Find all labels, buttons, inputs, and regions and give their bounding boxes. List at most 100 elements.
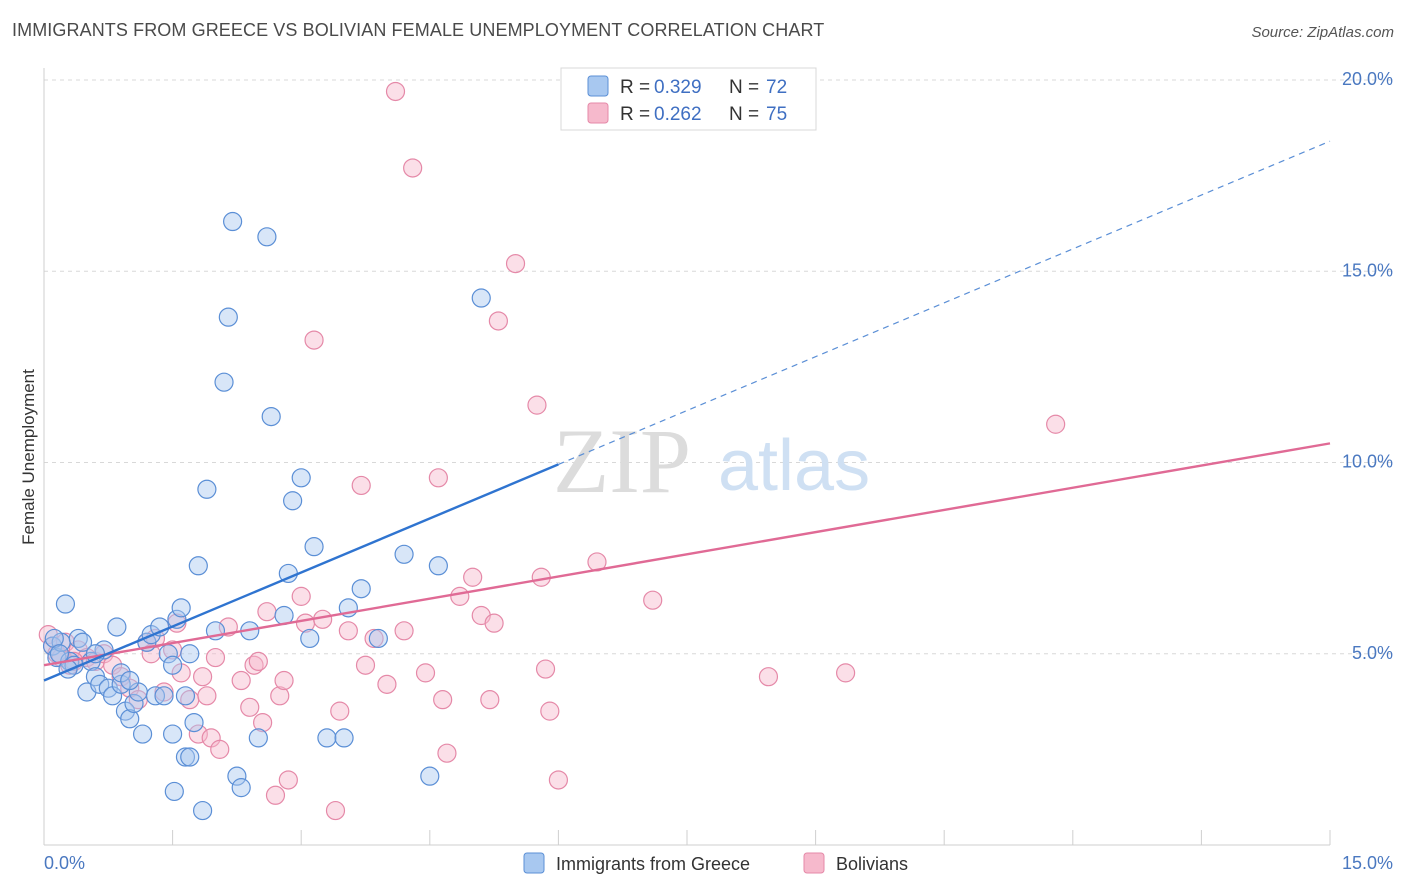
bolivians-point-57 xyxy=(450,586,470,606)
greece-point-39 xyxy=(197,479,217,499)
greece-point-38 xyxy=(193,800,213,821)
bolivians-trend-line xyxy=(43,442,1331,667)
legend-swatch-bolivians xyxy=(587,102,609,124)
bolivians-point-51 xyxy=(394,621,414,641)
greece-point-18 xyxy=(120,709,140,729)
bolivians-point-56 xyxy=(437,743,457,763)
bolivians-point-41 xyxy=(304,330,324,350)
legend-r-label-greece: R = xyxy=(620,77,650,98)
greece-point-7 xyxy=(72,632,93,652)
bolivians-point-72 xyxy=(836,663,856,683)
greece-point-48 xyxy=(257,227,277,247)
bolivians-point-52 xyxy=(403,158,423,178)
bolivians-points xyxy=(38,81,1066,821)
greece-point-31 xyxy=(175,686,196,706)
bolivians-point-73 xyxy=(1046,414,1066,434)
greece-point-45 xyxy=(231,778,251,798)
bottom-legend-label-bolivians: Bolivians xyxy=(836,854,908,874)
greece-point-34 xyxy=(164,781,184,802)
bolivians-point-49 xyxy=(377,674,397,694)
legend-n-label-greece: N = xyxy=(729,77,759,98)
trend-lines xyxy=(43,140,1331,682)
bolivians-point-30 xyxy=(240,697,260,717)
greece-point-55 xyxy=(304,537,324,557)
greece-point-33 xyxy=(163,724,183,744)
greece-point-52 xyxy=(283,491,303,511)
greece-point-70 xyxy=(120,670,140,691)
y-tick-label-3: 20.0% xyxy=(1342,69,1393,89)
greece-point-59 xyxy=(351,579,371,599)
watermark: ZIP atlas xyxy=(553,410,870,512)
bolivians-point-24 xyxy=(197,686,217,706)
bolivians-point-43 xyxy=(325,800,346,821)
watermark-zip: ZIP xyxy=(553,410,691,512)
bolivians-point-67 xyxy=(540,701,560,721)
chart-source: Source: ZipAtlas.com xyxy=(1251,24,1394,41)
greece-trend-line xyxy=(43,463,559,682)
greece-point-54 xyxy=(300,628,320,649)
y-axis-label: Female Unemployment xyxy=(19,369,38,545)
bolivians-point-32 xyxy=(248,651,268,672)
legend-swatch-greece xyxy=(587,75,609,97)
bolivians-point-35 xyxy=(265,785,286,805)
legend: R = 0.329 N = 72 R = 0.262 N = 75 xyxy=(560,67,817,131)
bolivians-point-60 xyxy=(480,690,500,710)
greece-point-65 xyxy=(44,628,64,649)
bolivians-point-48 xyxy=(364,628,384,649)
bolivians-point-45 xyxy=(338,621,358,641)
greece-point-28 xyxy=(163,655,183,675)
bolivians-point-58 xyxy=(463,567,483,587)
greece-point-49 xyxy=(261,407,281,427)
bolivians-point-27 xyxy=(210,739,230,759)
greece-point-26 xyxy=(154,686,174,706)
bottom-legend-swatch-greece xyxy=(523,852,545,874)
greece-point-35 xyxy=(175,747,196,767)
greece-point-57 xyxy=(334,728,354,748)
greece-point-44 xyxy=(227,766,247,786)
watermark-atlas: atlas xyxy=(718,426,870,506)
grid xyxy=(44,79,1392,655)
bottom-legend: Immigrants from Greece Bolivians xyxy=(523,852,908,874)
bolivians-point-63 xyxy=(505,254,526,274)
greece-point-53 xyxy=(291,468,311,488)
bolivians-point-50 xyxy=(385,81,406,102)
greece-point-43 xyxy=(223,211,243,232)
y-tick-label-1: 10.0% xyxy=(1342,452,1393,472)
bolivians-point-47 xyxy=(355,655,376,675)
bottom-legend-label-greece: Immigrants from Greece xyxy=(556,854,750,874)
greece-point-47 xyxy=(248,728,268,748)
greece-trend-extension xyxy=(558,140,1331,465)
greece-point-3 xyxy=(55,594,76,614)
bolivians-point-71 xyxy=(758,667,779,687)
y-tick-label-2: 15.0% xyxy=(1342,260,1393,280)
greece-point-21 xyxy=(132,724,153,744)
bolivians-point-34 xyxy=(257,602,277,622)
greece-point-19 xyxy=(124,693,144,714)
legend-r-value-bolivians: 0.262 xyxy=(654,104,702,125)
legend-n-label-bolivians: N = xyxy=(729,104,759,125)
y-tick-label-0: 5.0% xyxy=(1352,643,1393,663)
bolivians-point-55 xyxy=(433,690,453,710)
greece-point-71 xyxy=(180,747,200,767)
greece-point-63 xyxy=(428,556,448,576)
bolivians-point-29 xyxy=(231,670,251,691)
bolivians-point-22 xyxy=(188,724,208,744)
bolivians-point-70 xyxy=(643,590,663,610)
bolivians-point-15 xyxy=(141,644,161,664)
greece-point-32 xyxy=(180,644,200,664)
bolivians-point-66 xyxy=(535,659,556,679)
bolivians-point-38 xyxy=(278,770,298,790)
bolivians-point-36 xyxy=(270,686,290,706)
legend-r-label-bolivians: R = xyxy=(620,104,650,125)
bolivians-point-39 xyxy=(291,586,311,606)
bottom-legend-swatch-bolivians xyxy=(803,852,825,874)
greece-point-37 xyxy=(188,556,208,576)
greece-point-56 xyxy=(317,728,337,748)
legend-n-value-greece: 72 xyxy=(766,77,787,98)
bolivians-point-44 xyxy=(330,701,350,721)
greece-point-41 xyxy=(214,372,234,392)
greece-point-64 xyxy=(471,288,491,308)
greece-point-36 xyxy=(184,712,204,733)
bolivians-point-53 xyxy=(415,663,436,683)
